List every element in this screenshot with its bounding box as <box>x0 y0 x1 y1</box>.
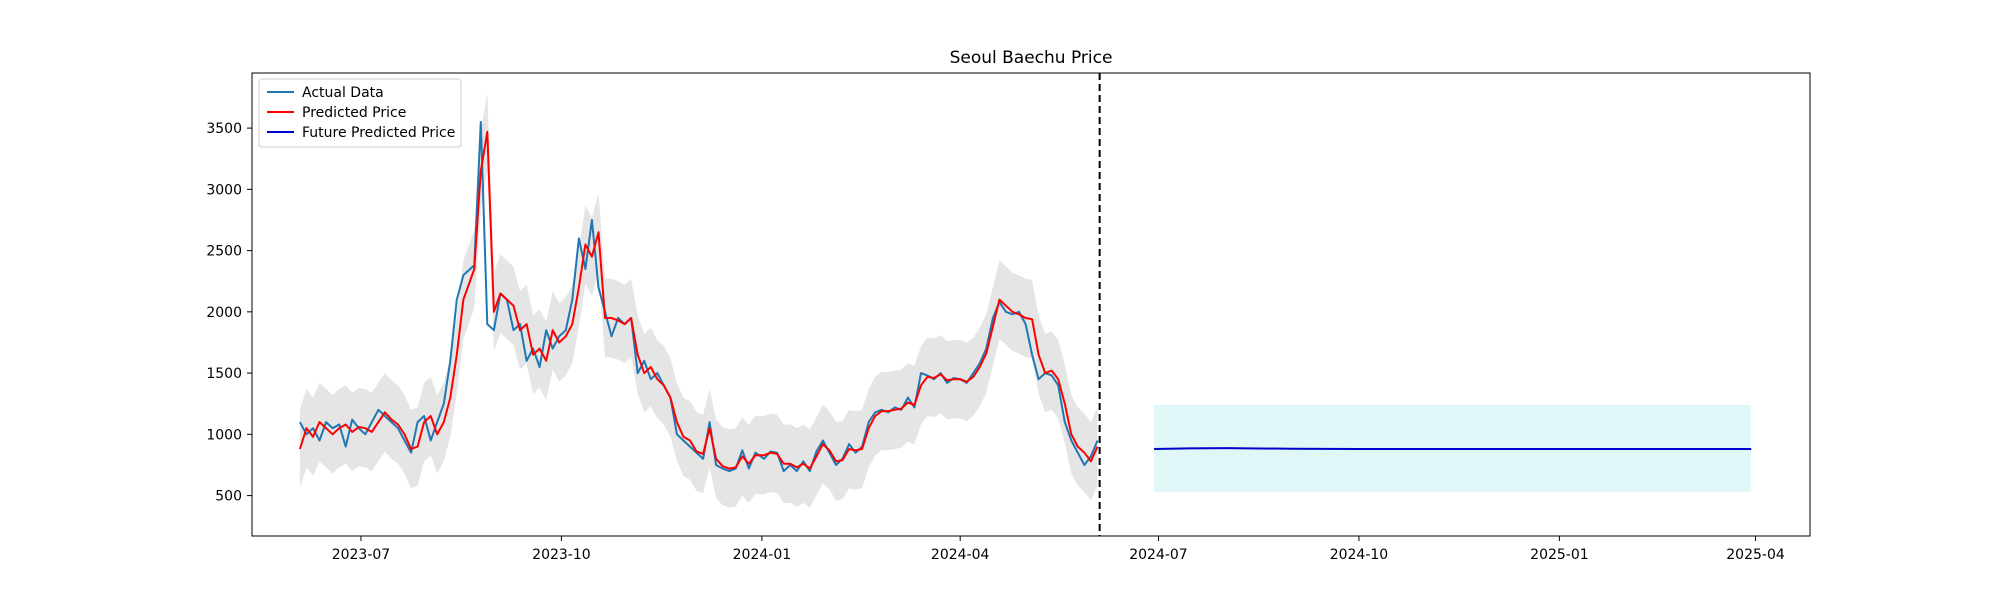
legend-label-future-predicted-price: Future Predicted Price <box>302 125 455 141</box>
band-layer <box>299 92 1098 508</box>
plot-frame <box>251 72 1811 537</box>
x-tick-label: 2023-10 <box>532 547 591 563</box>
series-line-future-predicted-price <box>1154 447 1752 450</box>
x-tick-label: 2024-01 <box>733 547 792 563</box>
x-tick-label: 2024-07 <box>1129 547 1188 563</box>
line-layer <box>298 121 1752 473</box>
x-tick-label: 2023-07 <box>332 547 391 563</box>
x-tick-label: 2025-04 <box>1726 547 1785 563</box>
y-axis: 500 1000 1500 2000 2500 3000 3500 <box>206 121 252 505</box>
y-tick-label: 2000 <box>206 305 242 321</box>
y-tick-label: 3500 <box>206 121 242 137</box>
plot-area <box>251 72 1811 537</box>
x-tick-label: 2024-04 <box>931 547 990 563</box>
legend: Actual Data Predicted Price Future Predi… <box>258 78 462 148</box>
x-tick-label: 2024-10 <box>1330 547 1389 563</box>
legend-box <box>258 78 462 148</box>
legend-label-predicted-price: Predicted Price <box>302 105 406 121</box>
y-tick-label: 500 <box>215 489 242 505</box>
y-tick-label: 2500 <box>206 244 242 260</box>
y-tick-label: 3000 <box>206 182 242 198</box>
confidence-band <box>299 92 1098 508</box>
y-tick-label: 1500 <box>206 366 242 382</box>
series-line-predicted-price <box>298 130 1099 470</box>
y-tick-label: 1000 <box>206 427 242 443</box>
chart-title: Seoul Baechu Price <box>950 48 1113 68</box>
x-tick-label: 2025-01 <box>1530 547 1589 563</box>
x-axis: 2023-07 2023-10 2024-01 2024-04 2024-07 2024-… <box>332 536 1785 563</box>
legend-label-actual-data: Actual Data <box>302 85 384 101</box>
